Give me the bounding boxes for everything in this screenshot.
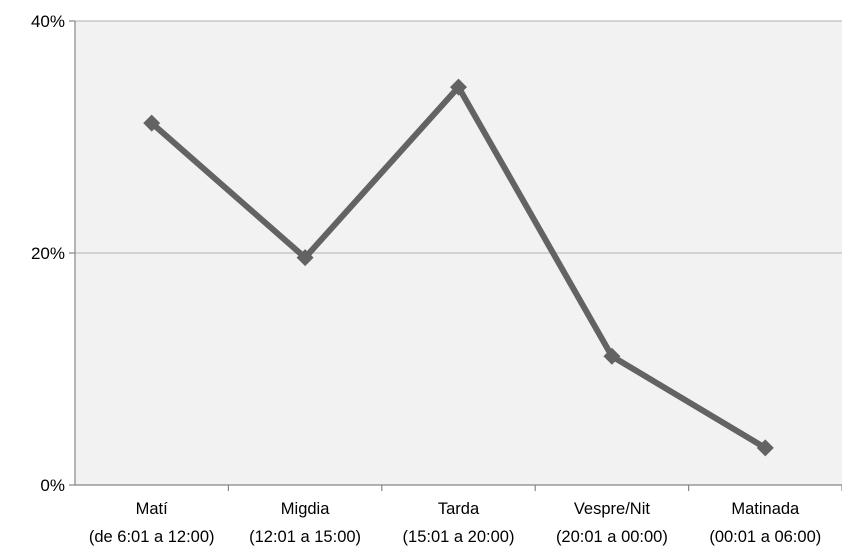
x-category-range-label: (15:01 a 20:00) bbox=[403, 528, 515, 546]
x-category-label: Vespre/Nit bbox=[574, 500, 651, 518]
y-tick-label: 20% bbox=[31, 244, 65, 263]
y-tick-label: 40% bbox=[31, 12, 65, 31]
x-category-label: Migdia bbox=[281, 500, 330, 518]
series-group bbox=[143, 78, 774, 457]
x-category-range-label: (20:01 a 00:00) bbox=[556, 528, 668, 546]
gridlines bbox=[75, 20, 842, 254]
x-category-label: Matinada bbox=[731, 500, 800, 518]
data-point-marker bbox=[603, 347, 621, 365]
x-category-label: Matí bbox=[136, 500, 169, 518]
data-point-marker bbox=[756, 439, 774, 457]
x-axis-labels: Matí (de 6:01 a 12:00) Migdia (12:01 a 15:0… bbox=[89, 485, 842, 546]
y-axis-ticks: 0% 20% 40% bbox=[31, 12, 75, 495]
data-point-marker bbox=[296, 249, 314, 267]
x-category-range-label: (de 6:01 a 12:00) bbox=[89, 528, 215, 546]
y-tick-label: 0% bbox=[40, 476, 65, 495]
x-category-range-label: (12:01 a 15:00) bbox=[249, 528, 361, 546]
data-point-marker bbox=[143, 114, 161, 132]
data-point-marker bbox=[450, 78, 467, 96]
x-category-label: Tarda bbox=[438, 500, 480, 518]
x-category-range-label: (00:01 a 06:00) bbox=[709, 528, 821, 546]
